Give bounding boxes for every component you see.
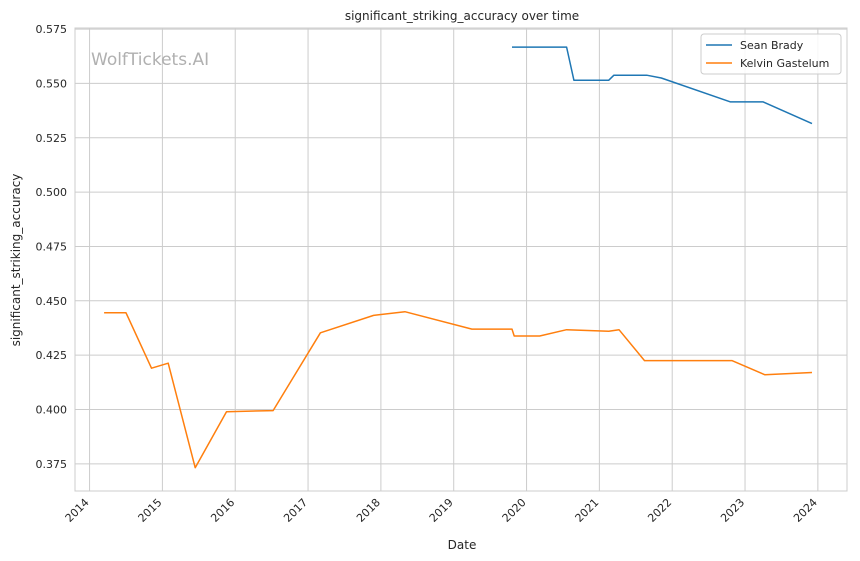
x-tick-label: 2015	[136, 496, 165, 525]
y-tick-label: 0.500	[36, 186, 68, 199]
x-tick-label: 2017	[281, 496, 310, 525]
x-tick-label: 2014	[63, 496, 92, 525]
y-tick-label: 0.400	[36, 403, 68, 416]
y-axis-ticks: 0.375 0.400 0.425 0.450 0.475 0.500 0.525 0.550…	[36, 23, 68, 471]
x-tick-label: 2023	[718, 496, 747, 525]
x-tick-label: 2024	[791, 496, 820, 525]
legend-label-1: Kelvin Gastelum	[740, 57, 829, 70]
legend: Sean Brady Kelvin Gastelum	[700, 33, 842, 75]
y-axis-label: significant_striking_accuracy	[9, 174, 23, 347]
x-tick-label: 2021	[573, 496, 602, 525]
chart-title: significant_striking_accuracy over time	[345, 9, 579, 23]
y-tick-label: 0.375	[36, 458, 68, 471]
y-tick-label: 0.550	[36, 77, 68, 90]
plot-frame	[74, 27, 848, 492]
x-axis-label: Date	[448, 538, 477, 552]
x-tick-label: 2016	[208, 496, 237, 525]
legend-label-0: Sean Brady	[740, 39, 804, 52]
series-line-0	[512, 46, 813, 125]
x-axis-ticks: 2014 2015 2016 2017 2018 2019 2020 2021 2022 2023…	[63, 496, 820, 525]
y-tick-label: 0.450	[36, 295, 68, 308]
x-tick-label: 2019	[427, 496, 456, 525]
y-tick-label: 0.475	[36, 240, 68, 253]
x-tick-label: 2020	[500, 496, 529, 525]
grid	[75, 28, 847, 491]
legend-box	[700, 33, 842, 75]
series-line-1	[104, 310, 813, 469]
y-tick-label: 0.425	[36, 349, 68, 362]
series	[104, 46, 813, 469]
y-tick-label: 0.575	[36, 23, 68, 36]
y-tick-label: 0.525	[36, 132, 68, 145]
x-tick-label: 2022	[645, 496, 674, 525]
x-tick-label: 2018	[354, 496, 383, 525]
watermark: WolfTickets.AI	[91, 50, 209, 70]
